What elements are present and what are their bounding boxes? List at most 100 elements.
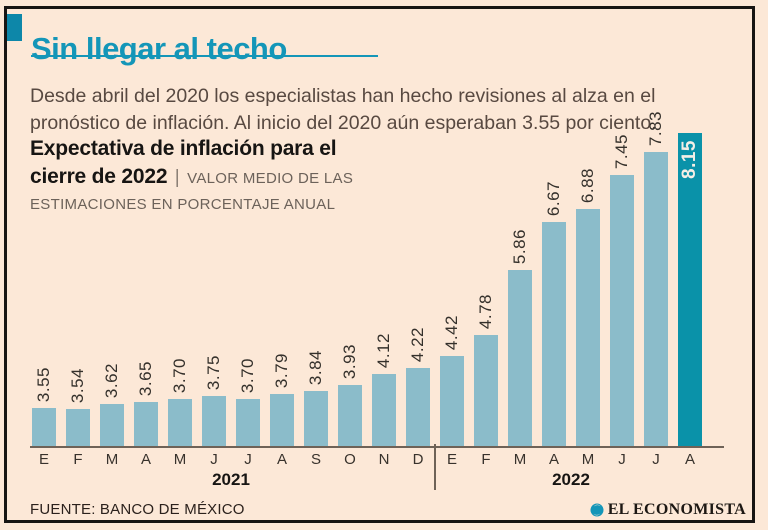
bar-value-label: 4.22 [408, 326, 427, 362]
brand-name: EL ECONOMISTA [607, 501, 746, 518]
bar-value-label: 3.54 [68, 367, 87, 403]
bar-column: 7.45 [610, 134, 634, 447]
bar-column: 3.93 [338, 344, 362, 447]
page-title: Sin llegar al techo [31, 30, 287, 66]
bar-plot: 3.55 3.54 3.62 3.65 3.70 3.75 3.70 3.79 3.84 3.93… [32, 97, 702, 447]
bar-value-label: 4.78 [476, 293, 495, 329]
year-labels: 2021 2022 [32, 470, 726, 494]
brand-globe-icon [590, 503, 604, 517]
bar [474, 335, 498, 447]
bar-value-label: 8.15 [679, 140, 700, 179]
bar [372, 374, 396, 447]
bar [406, 368, 430, 447]
bar-column: 4.22 [406, 327, 430, 447]
year-label: 2021 [212, 470, 250, 489]
bar [32, 408, 56, 447]
month-label: D [412, 451, 424, 468]
bar [576, 209, 600, 447]
bar-column: 7.83 [644, 111, 668, 447]
bar-column: 5.86 [508, 229, 532, 447]
source-text: FUENTE: BANCO DE MÉXICO [30, 501, 245, 518]
year-separator [434, 444, 436, 490]
bar [610, 175, 634, 447]
month-label: M [581, 451, 595, 468]
chart-header: Expectativa de inflación para el cierre … [30, 136, 450, 218]
bar-column: 3.54 [66, 368, 90, 447]
month-label: M [173, 451, 187, 468]
bar [644, 152, 668, 447]
description-text: Desde abril del 2020 los especialistas h… [30, 83, 755, 137]
bar-value-label: 4.42 [442, 314, 461, 350]
bar-column: 3.55 [32, 367, 56, 447]
bar-column: 3.62 [100, 363, 124, 447]
month-label: J [618, 451, 626, 468]
month-label: M [513, 451, 527, 468]
bar [66, 409, 90, 447]
month-label: J [244, 451, 252, 468]
chart-subtitle-line-1: VALOR MEDIO DE LAS [187, 170, 354, 187]
bar-column: 3.84 [304, 350, 328, 447]
chart-title-line-2: cierre de 2022 [30, 165, 168, 188]
bar-column: 8.15 [678, 133, 702, 447]
brand-logo: EL ECONOMISTA [590, 501, 746, 519]
bar [304, 391, 328, 447]
bar-value-label: 3.70 [170, 357, 189, 393]
month-label: F [481, 451, 491, 468]
bar-value-label: 7.83 [646, 110, 665, 146]
bar-column: 3.79 [270, 353, 294, 447]
month-label: O [344, 451, 356, 468]
bar [270, 394, 294, 447]
bar [338, 385, 362, 447]
bar-column: 3.70 [168, 358, 192, 447]
bar-value-label: 6.67 [544, 180, 563, 216]
bar-value-label: 5.86 [510, 228, 529, 264]
month-label: F [73, 451, 83, 468]
bar: 8.15 [678, 133, 702, 447]
bar-value-label: 3.55 [34, 366, 53, 402]
description-line-2: pronóstico de inflación. Al inicio del 2… [30, 111, 657, 134]
bar-value-label: 3.93 [340, 343, 359, 379]
month-label: E [446, 451, 457, 468]
month-label: M [105, 451, 119, 468]
bar-value-label: 3.65 [136, 360, 155, 396]
month-label: S [310, 451, 321, 468]
bar-column: 4.78 [474, 294, 498, 447]
bar-column: 3.65 [134, 361, 158, 447]
bar-column: 6.88 [576, 168, 600, 447]
x-axis: E F M A M J J A S O N D E F M A M J J A 2021 2022 [32, 444, 726, 494]
month-label: A [548, 451, 559, 468]
bar [168, 399, 192, 447]
month-label: A [140, 451, 151, 468]
bar-value-label: 3.62 [102, 362, 121, 398]
year-label: 2022 [552, 470, 590, 489]
bar-value-label: 7.45 [612, 133, 631, 169]
bar-value-label: 6.88 [578, 167, 597, 203]
chart-subtitle-line-2: ESTIMACIONES EN PORCENTAJE ANUAL [30, 196, 336, 213]
bar [100, 404, 124, 447]
month-label: A [276, 451, 287, 468]
bar [236, 399, 260, 447]
bar-column: 4.12 [372, 333, 396, 447]
month-label: N [378, 451, 390, 468]
title-underline [31, 55, 378, 57]
description-line-1: Desde abril del 2020 los especialistas h… [30, 84, 656, 107]
bar-column: 6.67 [542, 181, 566, 447]
bar [440, 356, 464, 447]
bar [202, 396, 226, 447]
month-label: J [652, 451, 660, 468]
bar [542, 222, 566, 447]
x-axis-line [30, 446, 724, 448]
bar-value-label: 3.84 [306, 349, 325, 385]
bar-value-label: 3.75 [204, 354, 223, 390]
bar-value-label: 4.12 [374, 332, 393, 368]
month-label: J [210, 451, 218, 468]
title-bullet-icon [7, 14, 22, 41]
bar-column: 4.42 [440, 315, 464, 447]
bar-column: 3.70 [236, 358, 260, 447]
bar-value-label: 3.79 [272, 352, 291, 388]
bar [508, 270, 532, 447]
bar-column: 3.75 [202, 355, 226, 447]
bar-value-label: 3.70 [238, 357, 257, 393]
